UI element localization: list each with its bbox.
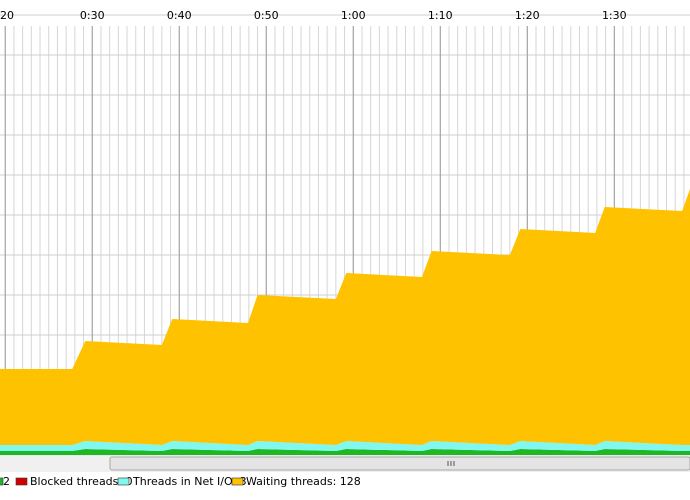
x-tick-label: 1:30 xyxy=(602,9,627,22)
scrollbar-thumb[interactable] xyxy=(109,456,690,471)
legend-label: Waiting threads: 128 xyxy=(246,475,361,488)
scrollbar-grip xyxy=(447,461,455,466)
areas xyxy=(0,189,690,455)
labels: 20 0:30 0:40 0:50 1:00 1:10 1:20 1:30 xyxy=(0,9,627,22)
legend-label: Threads in Net I/O: 3 xyxy=(132,475,247,488)
legend: 2 Blocked threads: 0 Threads in Net I/O: 3… xyxy=(0,475,361,488)
x-tick-label: 1:10 xyxy=(428,9,453,22)
x-tick-label: 0:40 xyxy=(167,9,192,22)
legend-swatch xyxy=(231,477,244,486)
legend-swatch xyxy=(117,477,130,486)
legend-swatch xyxy=(0,477,4,486)
area xyxy=(0,189,690,445)
x-tick-label: 20 xyxy=(0,9,14,22)
legend-swatch xyxy=(15,477,28,486)
area xyxy=(0,449,690,455)
x-tick-label: 1:00 xyxy=(341,9,366,22)
legend-label: 2 xyxy=(3,475,10,488)
x-tick-label: 1:20 xyxy=(515,9,540,22)
x-tick-label: 0:50 xyxy=(254,9,279,22)
x-tick-label: 0:30 xyxy=(80,9,105,22)
legend-label: Blocked threads: 0 xyxy=(30,475,133,488)
area xyxy=(0,441,690,451)
